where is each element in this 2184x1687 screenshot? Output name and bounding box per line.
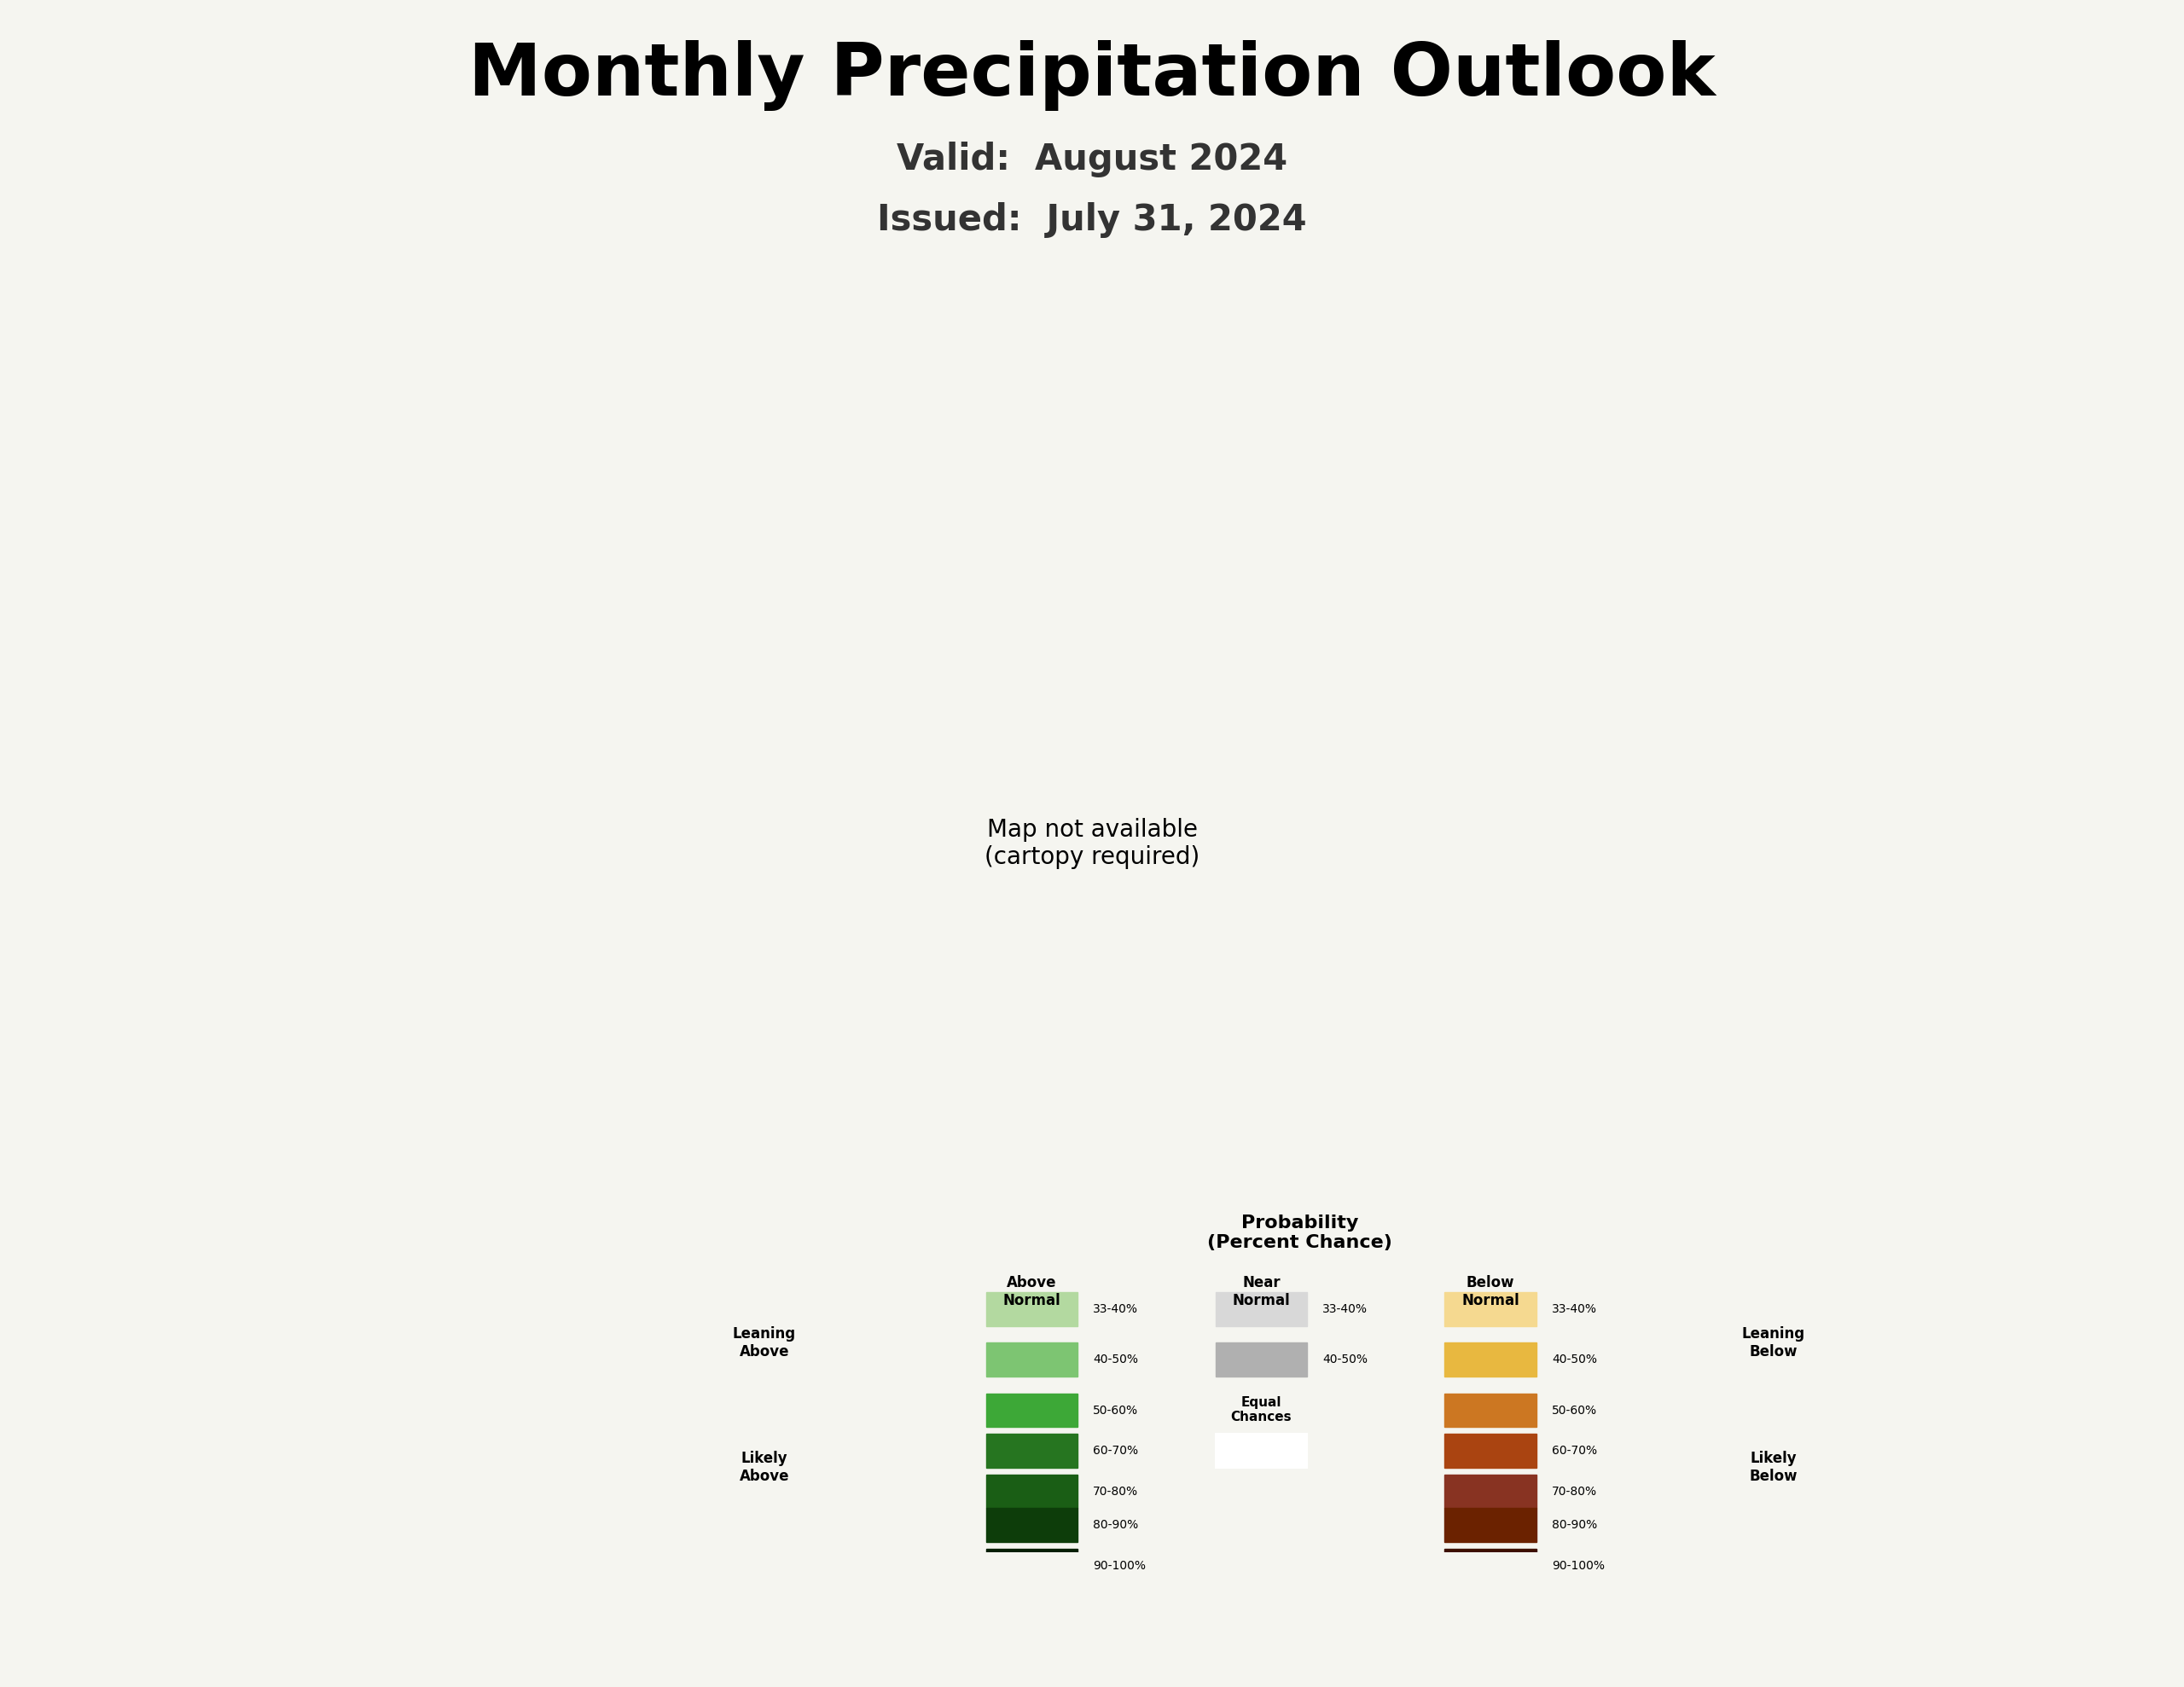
- Text: Below
Normal: Below Normal: [1461, 1275, 1520, 1309]
- Bar: [987, 1434, 1079, 1468]
- Text: 70-80%: 70-80%: [1094, 1485, 1138, 1498]
- Bar: [1216, 1343, 1306, 1377]
- Text: Map not available
(cartopy required): Map not available (cartopy required): [985, 818, 1199, 869]
- Bar: [1446, 1549, 1538, 1582]
- Text: 80-90%: 80-90%: [1094, 1518, 1138, 1532]
- Bar: [1216, 1292, 1306, 1326]
- Text: 40-50%: 40-50%: [1553, 1353, 1597, 1366]
- Bar: [987, 1508, 1079, 1542]
- Bar: [1446, 1474, 1538, 1508]
- Text: 40-50%: 40-50%: [1324, 1353, 1367, 1366]
- Text: Likely
Below: Likely Below: [1749, 1451, 1797, 1485]
- Bar: [987, 1292, 1079, 1326]
- Text: 40-50%: 40-50%: [1094, 1353, 1138, 1366]
- Text: Monthly Precipitation Outlook: Monthly Precipitation Outlook: [470, 40, 1714, 111]
- Bar: [987, 1393, 1079, 1427]
- Text: 60-70%: 60-70%: [1094, 1444, 1138, 1458]
- Text: 50-60%: 50-60%: [1094, 1404, 1138, 1417]
- Text: 33-40%: 33-40%: [1094, 1302, 1138, 1316]
- Bar: [1446, 1434, 1538, 1468]
- Text: Probability
(Percent Chance): Probability (Percent Chance): [1208, 1215, 1391, 1252]
- Text: 90-100%: 90-100%: [1094, 1559, 1147, 1572]
- Text: Equal
Chances: Equal Chances: [1232, 1397, 1291, 1424]
- Bar: [1446, 1343, 1538, 1377]
- Bar: [987, 1343, 1079, 1377]
- Bar: [1216, 1434, 1306, 1468]
- Bar: [1446, 1508, 1538, 1542]
- Text: 50-60%: 50-60%: [1553, 1404, 1597, 1417]
- Bar: [987, 1549, 1079, 1582]
- Text: Near
Normal: Near Normal: [1232, 1275, 1291, 1309]
- Text: 70-80%: 70-80%: [1553, 1485, 1597, 1498]
- Bar: [1446, 1292, 1538, 1326]
- Text: Leaning
Below: Leaning Below: [1743, 1326, 1804, 1360]
- Text: 33-40%: 33-40%: [1553, 1302, 1597, 1316]
- Text: Issued:  July 31, 2024: Issued: July 31, 2024: [878, 202, 1306, 238]
- Text: 60-70%: 60-70%: [1553, 1444, 1597, 1458]
- Text: Valid:  August 2024: Valid: August 2024: [898, 142, 1286, 177]
- Text: Leaning
Above: Leaning Above: [734, 1326, 795, 1360]
- Text: 80-90%: 80-90%: [1553, 1518, 1597, 1532]
- Text: 90-100%: 90-100%: [1553, 1559, 1605, 1572]
- Text: Likely
Above: Likely Above: [740, 1451, 788, 1485]
- Bar: [987, 1474, 1079, 1508]
- Text: 33-40%: 33-40%: [1324, 1302, 1367, 1316]
- Text: Above
Normal: Above Normal: [1002, 1275, 1061, 1309]
- Bar: [1446, 1393, 1538, 1427]
